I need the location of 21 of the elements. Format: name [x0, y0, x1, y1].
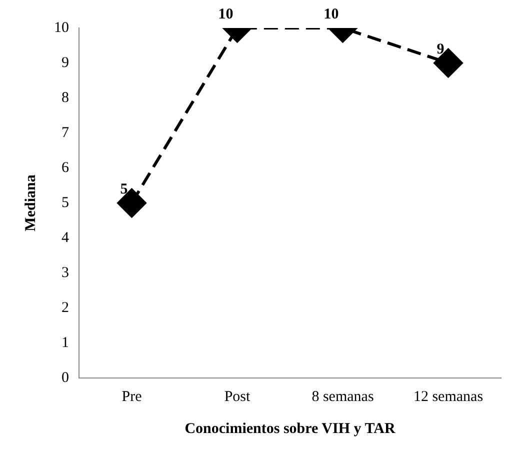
y-tick-label: 9: [62, 54, 69, 71]
data-label: 10: [218, 6, 234, 22]
data-label: 9: [436, 41, 444, 58]
y-tick-label: 2: [62, 300, 69, 316]
y-tick-label: 3: [62, 264, 69, 281]
y-tick-label: 4: [62, 230, 70, 246]
y-tick-label: 6: [62, 160, 70, 176]
y-tick-label: 10: [54, 20, 69, 36]
x-tick-label: Pre: [122, 388, 142, 405]
data-label: 10: [324, 6, 339, 22]
y-axis-title: Mediana: [22, 174, 39, 232]
y-tick-label: 0: [62, 370, 69, 386]
y-tick-label: 1: [62, 334, 69, 351]
data-label: 5: [120, 181, 128, 198]
x-tick-label: Post: [224, 388, 251, 405]
x-axis-title: Conocimientos sobre VIH y TAR: [184, 420, 396, 437]
y-tick-label: 7: [62, 124, 70, 141]
y-tick-label: 8: [62, 90, 69, 106]
x-tick-label: 8 semanas: [312, 388, 374, 405]
x-tick-label: 12 semanas: [413, 388, 484, 405]
y-tick-label: 5: [62, 194, 69, 211]
